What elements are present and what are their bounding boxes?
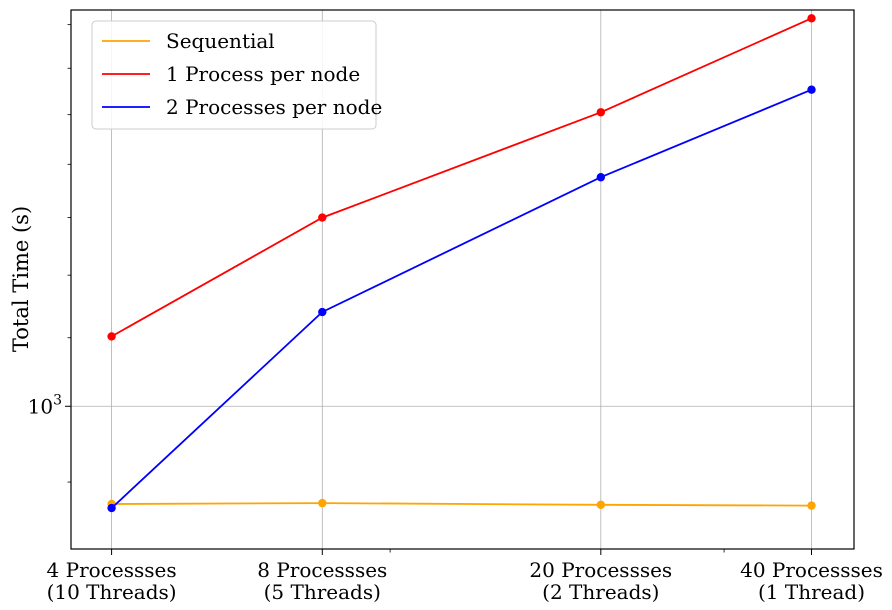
x-axis-ticks: 4 Processses (10 Threads) 8 Processses (5 T… [47,549,883,604]
x-tick-label-line: (1 Thread) [758,580,865,604]
data-point [318,498,327,508]
legend: Sequential 1 Process per node 2 Processes … [91,20,382,130]
x-tick-label: 8 Processses (5 Threads) [257,558,387,604]
y-tick-label-base: 10 [28,394,53,418]
data-point [807,14,816,23]
series-3 [107,85,816,513]
data-point [596,173,606,182]
y-tick-label-exponent: 3 [53,392,62,408]
x-tick-label-line: 40 Processses [740,558,883,582]
data-point [107,503,116,513]
series-line [111,502,812,507]
data-point [318,213,327,222]
x-tick-label-line: 20 Processses [529,558,672,582]
data-point [596,108,606,117]
series-line [110,88,812,509]
data-point [318,307,327,317]
x-tick-label-line: 4 Processses [47,558,177,582]
legend-label: Sequential [166,29,275,53]
x-tick-label-line: (5 Threads) [264,580,381,604]
series-2 [107,14,816,341]
data-point [807,85,816,94]
x-tick-label: 20 Processses (2 Threads) [529,558,672,604]
data-point [596,500,606,509]
y-tick-label: 103 [28,392,62,418]
x-tick-label-line: (10 Threads) [47,580,177,604]
legend-box [91,20,377,130]
series-layer [107,14,816,513]
x-tick-label-line: (2 Threads) [542,580,659,604]
series-line [111,17,812,338]
plot-frame [70,9,855,550]
data-point [107,332,116,341]
y-axis-label: Total Time (s) [9,206,33,352]
x-tick-label-line: 8 Processses [257,558,387,582]
y-axis-ticks: 103 [28,392,71,418]
legend-label: 1 Process per node [166,62,360,86]
legend-label: 2 Processes per node [166,95,382,119]
data-point [807,501,816,510]
x-tick-label: 40 Processses (1 Thread) [740,558,883,604]
x-tick-label: 4 Processses (10 Threads) [47,558,177,604]
